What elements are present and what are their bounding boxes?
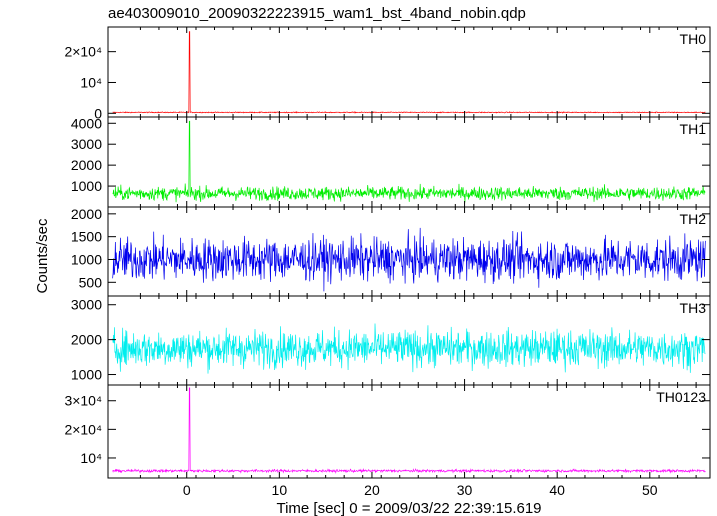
panel-label-th1: TH1: [680, 121, 707, 137]
x-tick-label: 0: [183, 482, 191, 498]
y-tick-label: 1500: [71, 229, 102, 245]
panel-th2: 500 1000 1500 2000 TH2: [71, 206, 711, 297]
panel-label-th0: TH0: [680, 31, 707, 47]
y-tick-label: 3000: [71, 136, 102, 152]
panel-frame: [107, 384, 711, 479]
y-tick-label: 4000: [71, 115, 102, 131]
y-tick-label: 2×10⁴: [64, 421, 102, 437]
panel-label-th2: TH2: [680, 211, 707, 227]
y-tick-label: 2×10⁴: [64, 44, 102, 60]
x-axis-label: Time [sec] 0 = 2009/03/22 22:39:15.619: [276, 500, 541, 516]
series-line-th0123: [112, 387, 706, 474]
series-line-th2: [112, 227, 706, 292]
x-tick-label: 30: [457, 482, 473, 498]
panel-label-th3: TH3: [680, 300, 707, 316]
y-tick-label: 1000: [71, 178, 102, 194]
y-tick-label: 3000: [71, 297, 102, 313]
y-tick-label: 1000: [71, 251, 102, 267]
panel-label-th0123: TH0123: [656, 389, 706, 405]
series-line-th1: [112, 120, 706, 203]
panel-th0123: 10⁴ 2×10⁴ 3×10⁴ TH0123: [64, 384, 711, 479]
panel-th3: 1000 2000 3000 TH3: [71, 295, 711, 386]
series-line-th0: [112, 31, 706, 114]
x-tick-label: 40: [549, 482, 565, 498]
y-tick-label: 10⁴: [80, 450, 102, 466]
y-axis-label: Counts/sec: [34, 218, 51, 294]
x-tick-label: 20: [364, 482, 380, 498]
x-tick-label: 10: [272, 482, 288, 498]
panel-frame: [107, 26, 711, 118]
y-tick-label: 500: [79, 274, 103, 290]
y-tick-label: 2000: [71, 332, 102, 348]
y-tick-label: 3×10⁴: [64, 393, 102, 409]
chart-title: ae403009010_20090322223915_wam1_bst_4ban…: [108, 5, 526, 22]
x-tick-label: 50: [642, 482, 658, 498]
series-line-th3: [112, 323, 706, 374]
y-tick-label: 1000: [71, 367, 102, 383]
y-tick-label: 10⁴: [80, 74, 102, 90]
panel-th1: 1000 2000 3000 4000 TH1: [71, 115, 711, 208]
y-tick-label: 0: [94, 105, 102, 121]
panel-th0: 0 10⁴ 2×10⁴ TH0: [64, 26, 711, 121]
y-tick-label: 2000: [71, 206, 102, 222]
y-tick-label: 2000: [71, 157, 102, 173]
